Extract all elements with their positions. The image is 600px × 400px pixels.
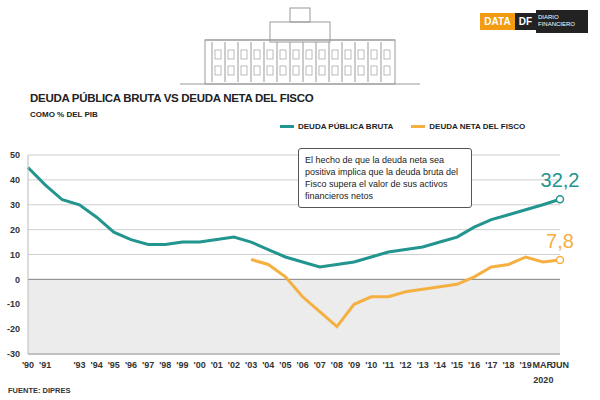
- svg-text:'19: '19: [520, 360, 532, 370]
- html-text:DIARIO FINANCIERO: DIARIO FINANCIERO: [538, 14, 575, 27]
- svg-text:'13: '13: [417, 360, 429, 370]
- svg-text:'96: '96: [125, 360, 137, 370]
- svg-text:'10: '10: [365, 360, 377, 370]
- svg-text:'03: '03: [245, 360, 257, 370]
- svg-text:'17: '17: [485, 360, 497, 370]
- html-text:2020: 2020: [533, 375, 554, 385]
- svg-text:-20: -20: [7, 324, 20, 334]
- svg-text:'05: '05: [279, 360, 291, 370]
- svg-text:'91: '91: [39, 360, 51, 370]
- svg-text:'06: '06: [297, 360, 309, 370]
- svg-text:'01: '01: [211, 360, 223, 370]
- html-text:COMO % DEL PIB: COMO % DEL PIB: [30, 110, 98, 119]
- svg-text:'09: '09: [348, 360, 360, 370]
- svg-text:'99: '99: [176, 360, 188, 370]
- svg-text:40: 40: [10, 175, 20, 185]
- svg-text:'15: '15: [451, 360, 463, 370]
- svg-text:'94: '94: [91, 360, 103, 370]
- svg-text:JUN: JUN: [551, 360, 569, 370]
- svg-text:'00: '00: [194, 360, 206, 370]
- html-text:DEUDA PÚBLICA BRUTA VS DEUDA N: DEUDA PÚBLICA BRUTA VS DEUDA NETA DEL FI…: [30, 92, 314, 104]
- svg-text:32,2: 32,2: [541, 169, 580, 191]
- svg-text:7,8: 7,8: [546, 230, 574, 252]
- svg-text:'02: '02: [228, 360, 240, 370]
- html-text:DF: DF: [518, 16, 532, 27]
- svg-text:'16: '16: [468, 360, 480, 370]
- html-text:FUENTE: DIPRES: FUENTE: DIPRES: [8, 386, 71, 395]
- svg-text:'18: '18: [502, 360, 514, 370]
- svg-text:30: 30: [10, 200, 20, 210]
- svg-text:'04: '04: [262, 360, 274, 370]
- svg-text:'93: '93: [73, 360, 85, 370]
- svg-text:'11: '11: [383, 360, 395, 370]
- svg-text:'12: '12: [399, 360, 411, 370]
- svg-text:MAR: MAR: [532, 360, 554, 371]
- svg-text:20: 20: [10, 225, 20, 235]
- svg-text:'90: '90: [22, 360, 34, 370]
- svg-text:'98: '98: [159, 360, 171, 370]
- svg-text:'95: '95: [108, 360, 120, 370]
- svg-text:'08: '08: [331, 360, 343, 370]
- svg-text:'07: '07: [314, 360, 326, 370]
- svg-text:-10: -10: [7, 299, 20, 309]
- html-text:El hecho de que la deuda neta: El hecho de que la deuda neta sea positi…: [305, 155, 459, 201]
- svg-text:10: 10: [10, 250, 20, 260]
- html-text:DEUDA NETA DEL FISCO: DEUDA NETA DEL FISCO: [429, 122, 526, 131]
- svg-text:'14: '14: [434, 360, 446, 370]
- svg-text:'97: '97: [142, 360, 154, 370]
- html-text:DATA: DATA: [484, 16, 511, 27]
- svg-text:50: 50: [10, 150, 20, 160]
- html-text:DEUDA PÚBLICA BRUTA: DEUDA PÚBLICA BRUTA: [298, 122, 394, 131]
- svg-text:-30: -30: [7, 349, 20, 359]
- svg-text:0: 0: [15, 275, 20, 285]
